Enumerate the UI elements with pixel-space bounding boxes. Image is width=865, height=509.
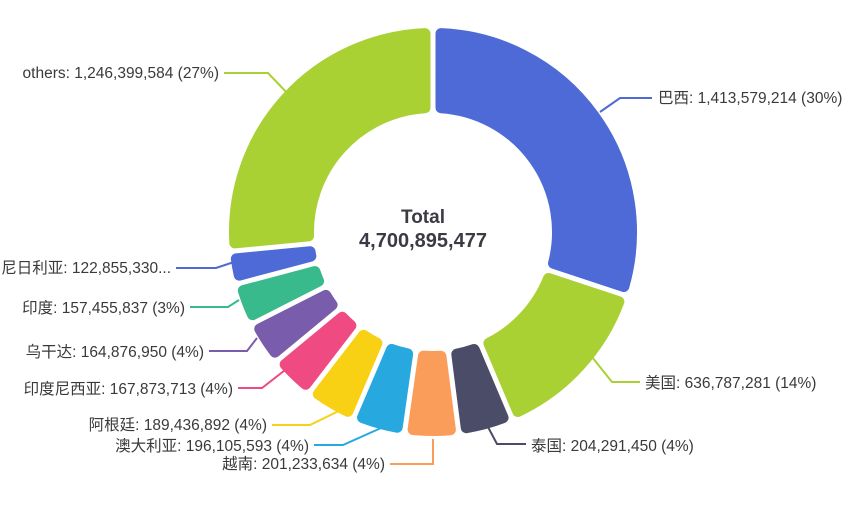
- leader-line-indonesia: [238, 366, 290, 389]
- donut-slice-vietnam[interactable]: [407, 350, 456, 436]
- donut-slice-usa[interactable]: [483, 273, 625, 417]
- callout-label-indonesia: 印度尼西亚: 167,873,713 (4%): [24, 380, 233, 398]
- center-total-value: 4,700,895,477: [359, 230, 487, 252]
- leader-lines: [176, 72, 652, 465]
- callout-label-others: others: 1,246,399,584 (27%): [23, 65, 219, 82]
- donut-slices: [229, 28, 637, 436]
- donut-slice-argentina[interactable]: [312, 329, 383, 417]
- leader-line-brazil: [599, 97, 652, 113]
- donut-slice-brazil[interactable]: [435, 28, 637, 293]
- leader-line-argentina: [272, 405, 350, 426]
- leader-line-thailand: [487, 426, 526, 445]
- callout-label-australia: 澳大利亚: 196,105,593 (4%): [115, 437, 309, 455]
- donut-slice-others[interactable]: [229, 28, 431, 249]
- leader-line-usa: [591, 356, 640, 383]
- center-total-title: Total: [401, 207, 445, 228]
- donut-slice-thailand[interactable]: [451, 344, 509, 434]
- callout-label-brazil: 巴西: 1,413,579,214 (30%): [658, 90, 842, 107]
- callout-label-nigeria: 尼日利亚: 122,855,330...: [1, 259, 171, 277]
- donut-slice-india[interactable]: [237, 266, 325, 321]
- callout-label-uganda: 乌干达: 164,876,950 (4%): [26, 343, 204, 361]
- callout-label-india: 印度: 157,455,837 (3%): [22, 299, 185, 317]
- leader-line-nigeria: [176, 261, 235, 269]
- donut-slice-nigeria[interactable]: [230, 246, 317, 281]
- callout-label-usa: 美国: 636,787,281 (14%): [645, 374, 816, 392]
- donut-slice-indonesia[interactable]: [279, 311, 357, 390]
- leader-line-others: [224, 72, 292, 98]
- callout-label-thailand: 泰国: 204,291,450 (4%): [531, 437, 694, 455]
- leader-line-uganda: [209, 337, 258, 352]
- slice-callout-labels: 巴西: 1,413,579,214 (30%) 美国: 636,787,281 (…: [1, 65, 842, 473]
- leader-line-australia: [314, 427, 382, 446]
- leader-line-india: [190, 299, 240, 308]
- donut-slice-australia[interactable]: [357, 343, 414, 433]
- donut-slice-uganda[interactable]: [254, 289, 338, 358]
- callout-label-vietnam: 越南: 201,233,634 (4%): [222, 455, 385, 473]
- callout-label-argentina: 阿根廷: 189,436,892 (4%): [89, 416, 267, 434]
- leader-line-vietnam: [390, 439, 434, 465]
